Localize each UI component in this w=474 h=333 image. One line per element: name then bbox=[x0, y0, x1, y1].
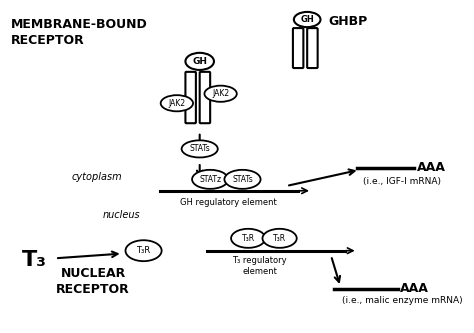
Text: MEMBRANE-BOUND
RECEPTOR: MEMBRANE-BOUND RECEPTOR bbox=[10, 18, 147, 47]
Text: STATs: STATs bbox=[232, 175, 253, 184]
Text: GHBP: GHBP bbox=[328, 15, 367, 28]
Text: T₃R: T₃R bbox=[242, 234, 255, 243]
Ellipse shape bbox=[126, 240, 162, 261]
Ellipse shape bbox=[192, 170, 228, 189]
Text: GH regulatory element: GH regulatory element bbox=[180, 198, 277, 207]
Text: cytoplasm: cytoplasm bbox=[71, 172, 122, 182]
Text: T₃R: T₃R bbox=[273, 234, 286, 243]
Text: nucleus: nucleus bbox=[103, 210, 140, 220]
Ellipse shape bbox=[294, 12, 320, 27]
Text: T₃ regulatory
element: T₃ regulatory element bbox=[232, 256, 287, 276]
Text: (i.e., malic enzyme mRNA): (i.e., malic enzyme mRNA) bbox=[342, 296, 463, 305]
Text: T₃: T₃ bbox=[22, 250, 47, 270]
Text: AAA: AAA bbox=[417, 162, 446, 174]
Text: STATz: STATz bbox=[199, 175, 221, 184]
Text: GH: GH bbox=[301, 15, 314, 24]
Ellipse shape bbox=[204, 86, 237, 102]
FancyBboxPatch shape bbox=[307, 28, 318, 68]
Ellipse shape bbox=[231, 229, 265, 248]
Ellipse shape bbox=[263, 229, 297, 248]
Ellipse shape bbox=[182, 140, 218, 158]
Text: AAA: AAA bbox=[401, 282, 429, 295]
Text: GH: GH bbox=[192, 57, 207, 66]
Text: (i.e., IGF-I mRNA): (i.e., IGF-I mRNA) bbox=[363, 177, 441, 186]
Ellipse shape bbox=[224, 170, 261, 189]
Text: JAK2: JAK2 bbox=[168, 99, 185, 108]
Text: NUCLEAR
RECEPTOR: NUCLEAR RECEPTOR bbox=[56, 267, 130, 296]
Text: T₃R: T₃R bbox=[137, 246, 151, 255]
FancyBboxPatch shape bbox=[200, 72, 210, 123]
FancyBboxPatch shape bbox=[185, 72, 196, 123]
FancyBboxPatch shape bbox=[293, 28, 303, 68]
Text: JAK2: JAK2 bbox=[212, 89, 229, 98]
Text: STATs: STATs bbox=[189, 145, 210, 154]
Ellipse shape bbox=[185, 53, 214, 70]
Ellipse shape bbox=[161, 95, 193, 111]
